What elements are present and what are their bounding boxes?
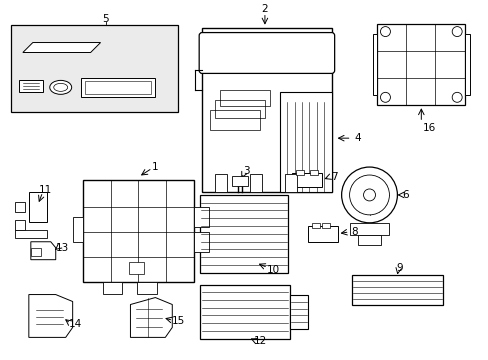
Bar	[82, 180, 194, 282]
Bar	[15, 220, 25, 230]
Bar	[307, 226, 337, 242]
Circle shape	[341, 167, 397, 223]
Bar	[291, 173, 321, 187]
Bar	[321, 223, 329, 228]
Bar	[377, 24, 464, 105]
Circle shape	[451, 92, 461, 102]
Polygon shape	[31, 242, 56, 260]
Polygon shape	[130, 298, 172, 337]
Bar	[215, 174, 226, 192]
Text: 14: 14	[69, 319, 82, 329]
Text: 4: 4	[353, 133, 360, 143]
Bar	[129, 262, 144, 274]
Ellipse shape	[50, 80, 72, 94]
Bar	[464, 33, 469, 95]
Bar	[29, 192, 47, 222]
Bar	[15, 230, 47, 238]
Text: 16: 16	[422, 123, 435, 133]
Text: 12: 12	[253, 336, 266, 346]
Bar	[194, 207, 209, 227]
Bar	[232, 176, 247, 186]
Bar	[84, 81, 151, 94]
Bar	[249, 174, 262, 192]
Bar	[200, 285, 289, 339]
Bar	[309, 170, 317, 175]
Text: 1: 1	[152, 162, 158, 172]
Circle shape	[380, 92, 389, 102]
Text: 13: 13	[56, 243, 69, 253]
Bar	[73, 217, 82, 242]
Polygon shape	[19, 80, 42, 92]
Bar	[349, 223, 388, 235]
Bar	[289, 294, 307, 329]
Polygon shape	[23, 42, 101, 53]
Bar	[210, 110, 260, 130]
Text: 11: 11	[39, 185, 52, 195]
Text: 5: 5	[102, 14, 109, 24]
Bar	[31, 248, 41, 256]
Bar	[311, 223, 319, 228]
Text: 9: 9	[395, 263, 402, 273]
Bar	[220, 90, 269, 106]
Text: 10: 10	[266, 265, 279, 275]
Text: 3: 3	[242, 166, 249, 176]
Bar	[15, 202, 25, 212]
Text: 2: 2	[261, 4, 268, 14]
Text: 7: 7	[331, 172, 337, 182]
Bar	[137, 282, 157, 293]
Circle shape	[363, 189, 375, 201]
Circle shape	[451, 27, 461, 37]
Circle shape	[349, 175, 388, 215]
Circle shape	[380, 27, 389, 37]
Bar	[200, 195, 287, 273]
Polygon shape	[29, 294, 73, 337]
FancyBboxPatch shape	[199, 32, 334, 73]
Bar	[351, 275, 442, 305]
Text: 6: 6	[401, 190, 408, 200]
Bar	[215, 100, 264, 118]
Text: 8: 8	[350, 227, 357, 237]
Bar	[202, 28, 331, 192]
Bar	[295, 170, 303, 175]
Bar	[11, 24, 178, 112]
Bar	[102, 282, 122, 293]
Bar	[279, 92, 331, 192]
Text: 15: 15	[171, 316, 184, 327]
Bar	[372, 33, 377, 95]
Polygon shape	[81, 78, 155, 97]
Bar	[194, 232, 209, 252]
Bar	[357, 235, 381, 245]
Bar	[285, 174, 296, 192]
